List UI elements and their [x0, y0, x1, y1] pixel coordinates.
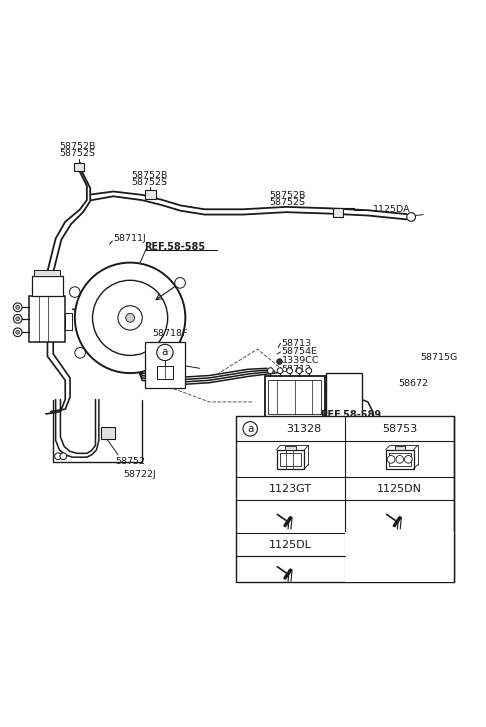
- Text: 1123GT: 1123GT: [269, 484, 312, 494]
- Circle shape: [69, 286, 80, 297]
- Text: 58672: 58672: [399, 379, 429, 388]
- Text: 58753: 58753: [382, 424, 417, 434]
- Bar: [280, 453, 300, 466]
- Bar: [34, 270, 60, 276]
- Circle shape: [75, 262, 185, 373]
- Circle shape: [118, 305, 142, 330]
- Circle shape: [126, 313, 135, 322]
- Circle shape: [296, 368, 302, 374]
- Circle shape: [13, 303, 22, 312]
- Circle shape: [175, 348, 185, 358]
- Circle shape: [387, 456, 395, 463]
- Bar: [264, 376, 325, 419]
- Circle shape: [60, 453, 67, 459]
- Circle shape: [13, 315, 22, 323]
- Circle shape: [16, 317, 19, 321]
- Text: 1125DA: 1125DA: [373, 205, 410, 214]
- Circle shape: [396, 456, 403, 463]
- Text: 58752B: 58752B: [59, 142, 95, 151]
- Circle shape: [13, 328, 22, 337]
- Text: 58752S: 58752S: [131, 177, 167, 187]
- Bar: [236, 417, 454, 582]
- Circle shape: [157, 345, 173, 361]
- Text: 58752: 58752: [115, 457, 145, 466]
- Bar: [74, 163, 85, 172]
- Text: 58752S: 58752S: [270, 198, 306, 207]
- Bar: [389, 453, 411, 466]
- Bar: [29, 296, 65, 342]
- Text: REF.58-589: REF.58-589: [320, 410, 381, 420]
- Bar: [326, 373, 362, 421]
- Bar: [285, 446, 296, 450]
- Bar: [333, 209, 344, 217]
- Text: 58718F: 58718F: [152, 329, 188, 337]
- Circle shape: [92, 281, 168, 356]
- Circle shape: [287, 368, 293, 374]
- Text: 1125DN: 1125DN: [377, 484, 422, 494]
- Circle shape: [16, 330, 19, 334]
- Circle shape: [16, 305, 19, 309]
- Circle shape: [277, 358, 282, 364]
- Circle shape: [277, 368, 283, 374]
- Text: REF.58-585: REF.58-585: [144, 242, 206, 252]
- Text: 58711J: 58711J: [113, 234, 146, 243]
- Bar: [144, 342, 185, 387]
- Bar: [268, 380, 321, 414]
- Text: 31328: 31328: [286, 424, 321, 434]
- Text: 1125DL: 1125DL: [269, 539, 312, 550]
- Text: 58722J: 58722J: [123, 470, 156, 478]
- Text: a: a: [162, 348, 168, 358]
- Bar: [395, 446, 404, 450]
- Bar: [145, 190, 156, 198]
- Bar: [65, 313, 72, 330]
- Text: 58754E: 58754E: [281, 348, 317, 356]
- Text: 58712: 58712: [281, 365, 312, 374]
- Text: 58752S: 58752S: [59, 149, 95, 158]
- Text: 58752B: 58752B: [131, 171, 168, 180]
- Text: 1339CC: 1339CC: [281, 356, 319, 365]
- Circle shape: [267, 368, 273, 374]
- Text: 58713: 58713: [281, 339, 312, 348]
- Circle shape: [75, 348, 86, 358]
- Bar: [386, 450, 414, 469]
- Circle shape: [371, 423, 382, 433]
- Text: a: a: [247, 424, 253, 434]
- Circle shape: [175, 278, 185, 288]
- Circle shape: [306, 368, 312, 374]
- Bar: [101, 427, 115, 439]
- Bar: [157, 366, 173, 379]
- Text: 58715G: 58715G: [421, 353, 458, 362]
- Circle shape: [407, 212, 416, 221]
- Bar: [277, 450, 304, 469]
- Bar: [32, 276, 63, 296]
- Circle shape: [404, 456, 412, 463]
- Text: 58752B: 58752B: [270, 191, 306, 200]
- Bar: [345, 532, 454, 534]
- Circle shape: [54, 453, 61, 459]
- Circle shape: [243, 422, 258, 436]
- Bar: [345, 533, 454, 582]
